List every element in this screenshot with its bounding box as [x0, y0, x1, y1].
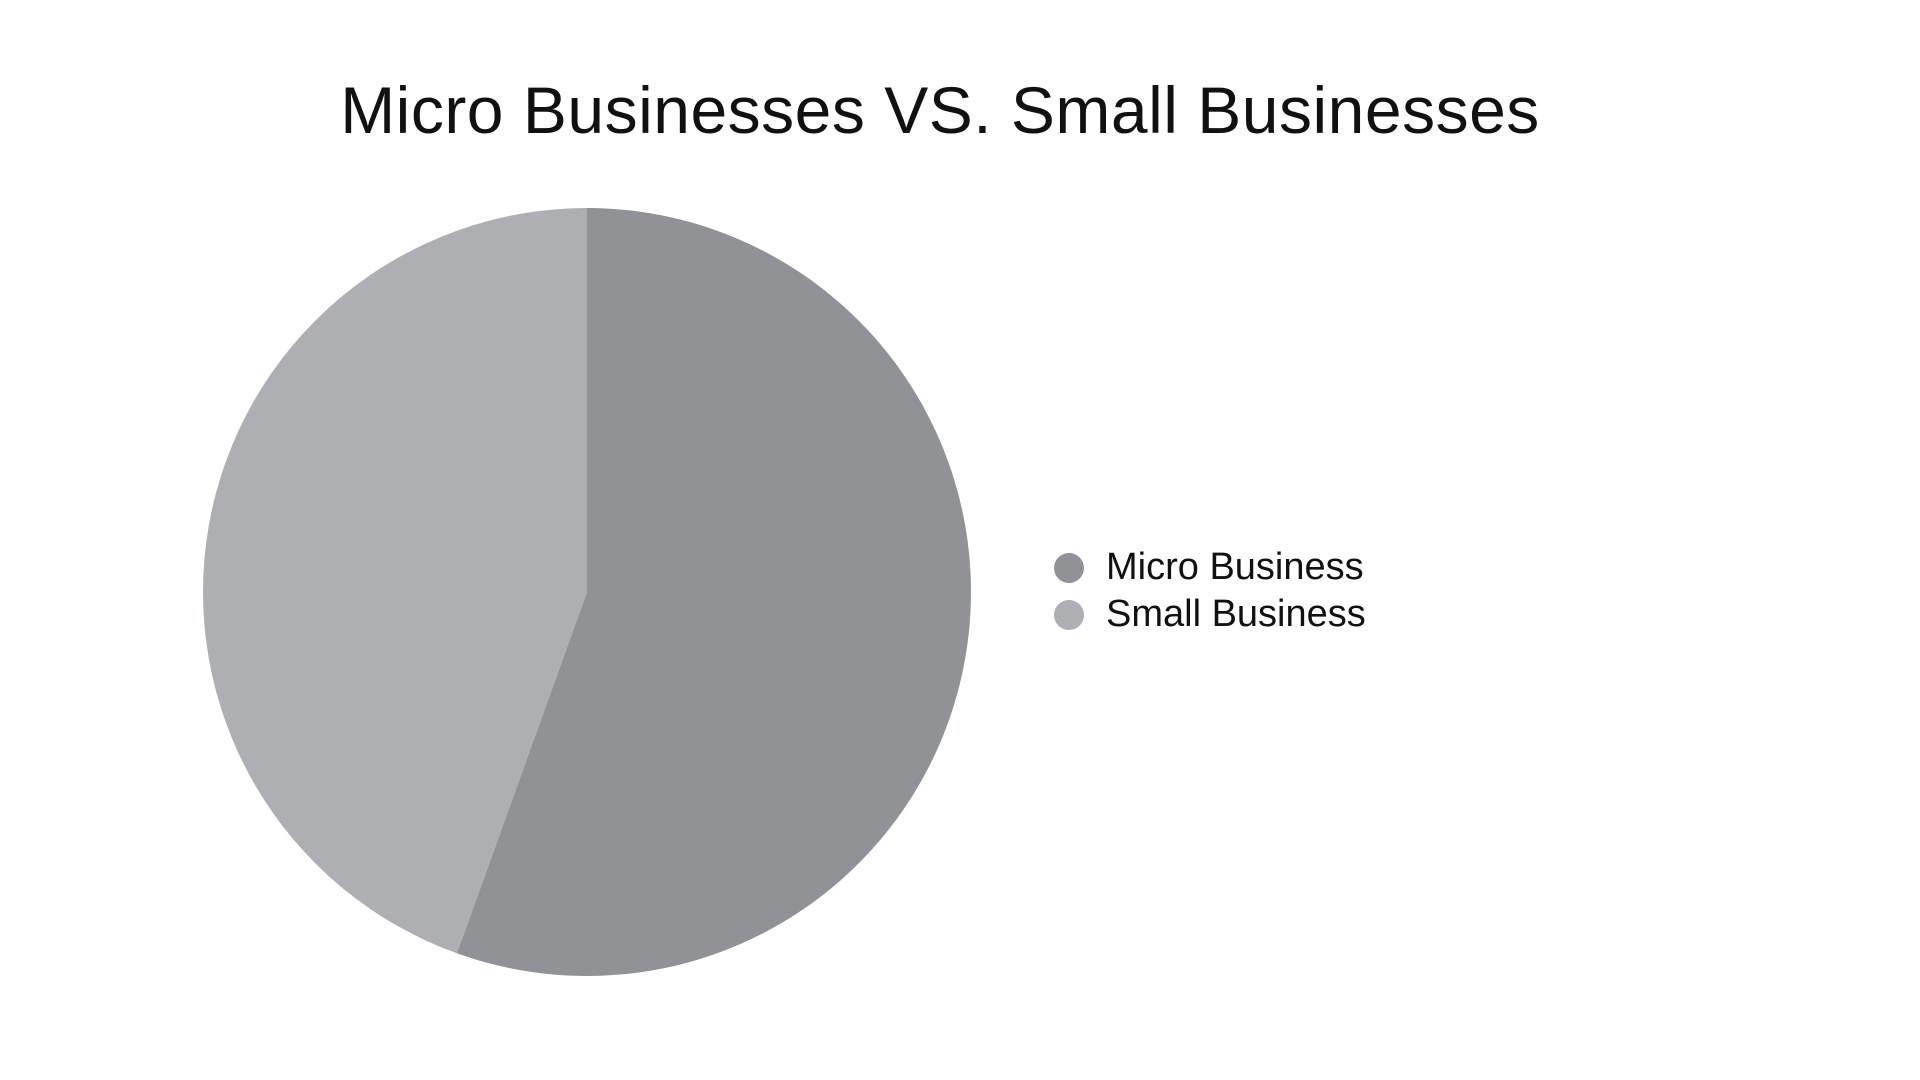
pie-slice-small-business	[203, 208, 587, 954]
legend-swatch-micro-business	[1054, 552, 1084, 583]
legend-label-small-business: Small Business	[1106, 593, 1366, 635]
pie-slice-micro-business	[456, 208, 972, 976]
legend-label-micro-business: Micro Business	[1106, 546, 1364, 588]
legend-swatch-small-business	[1054, 599, 1084, 630]
legend: Micro Business Small Business	[1054, 544, 1366, 638]
legend-item-micro-business: Micro Business	[1054, 544, 1366, 591]
legend-item-small-business: Small Business	[1054, 591, 1366, 638]
pie-slices	[203, 208, 972, 976]
chart-title: Micro Businesses VS. Small Businesses	[340, 73, 1540, 147]
